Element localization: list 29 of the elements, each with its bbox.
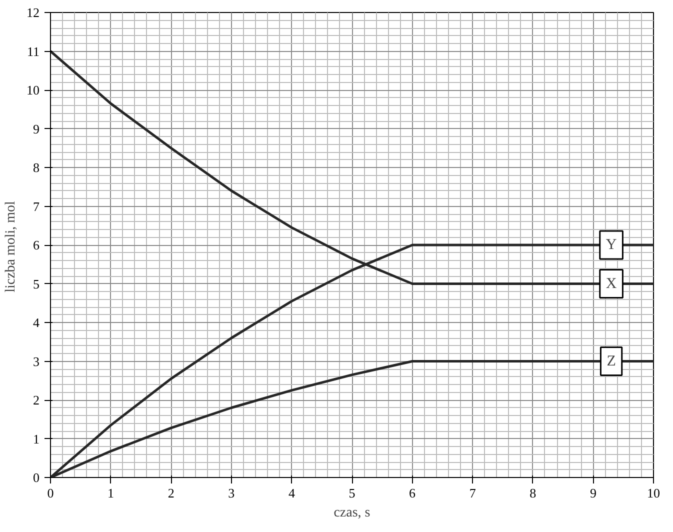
y-tick-label: 7 [33,198,40,214]
x-tick-label: 10 [647,486,660,500]
y-tick-label: 9 [33,121,40,136]
x-tick-label: 6 [409,486,416,500]
x-tick-label: 5 [348,486,356,500]
y-tick-label: 10 [26,82,40,98]
y-tick-label: 11 [26,44,40,59]
y-tick-label: 1 [33,431,40,446]
x-tick-label: 3 [228,486,235,500]
y-tick-label: 6 [33,238,40,252]
series-label: X [606,276,617,292]
y-tick-label: 4 [33,315,40,330]
x-tick-label: 9 [590,486,596,500]
y-tick-label: 5 [33,276,40,292]
y-tick-label: 0 [33,470,40,485]
x-tick-label: 2 [168,486,174,500]
y-tick-label: 3 [33,354,40,369]
x-tick-label: 1 [108,486,114,500]
x-tick-label: 7 [469,486,476,500]
y-tick-label: 8 [33,160,40,175]
y-axis-title: liczba moli, mol [4,200,18,292]
x-tick-label: 8 [530,486,536,500]
y-tick-label: 2 [33,392,40,408]
y-tick-label: 12 [26,5,40,20]
x-tick-label: 0 [47,486,54,500]
x-axis-title: czas, s [334,506,370,520]
series-label: Z [606,353,616,370]
series-label: Y [606,237,617,253]
x-tick-label: 4 [288,486,296,500]
